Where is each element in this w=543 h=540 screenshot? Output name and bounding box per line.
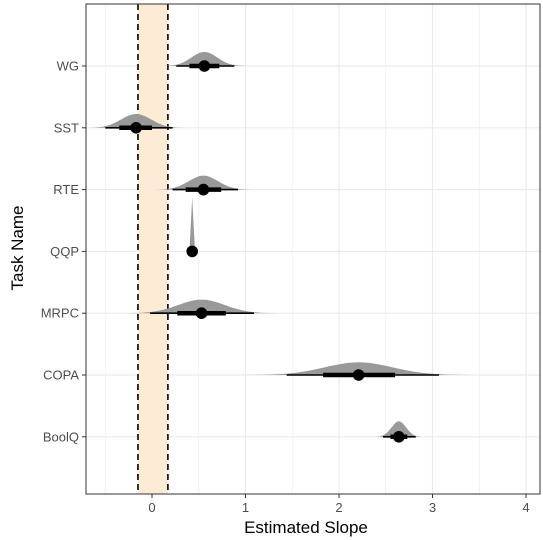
density-sst <box>88 114 184 128</box>
density-mrpc <box>127 299 276 314</box>
y-tick-label-boolq: BoolQ <box>43 429 79 444</box>
x-tick-label: 0 <box>148 500 155 515</box>
panel-border <box>85 3 541 495</box>
y-tick-label-mrpc: MRPC <box>41 306 79 321</box>
y-tick-label-wg: WG <box>57 59 79 74</box>
y-tick-label-qqp: QQP <box>50 244 79 259</box>
density-rte <box>156 175 250 190</box>
y-axis-title: Task Name <box>8 205 27 290</box>
axes: 0 1 2 3 4 WG SST RTE QQP MRPC COPA BoolQ <box>41 3 541 515</box>
point-wg <box>198 60 211 72</box>
plot-area <box>86 4 540 494</box>
point-sst <box>130 122 142 134</box>
y-tick-label-rte: RTE <box>53 182 79 197</box>
density-copa <box>250 362 468 375</box>
point-mrpc <box>195 307 208 320</box>
x-tick-label: 2 <box>335 500 342 515</box>
point-rte <box>197 183 210 196</box>
point-boolq <box>393 431 405 443</box>
reference-band <box>137 4 168 494</box>
y-tick-label-sst: SST <box>54 120 79 135</box>
x-tick-label: 4 <box>522 500 529 515</box>
density-qqp <box>189 197 196 252</box>
y-tick-label-copa: COPA <box>43 368 79 383</box>
point-qqp <box>186 245 199 258</box>
x-axis-title: Estimated Slope <box>244 518 368 537</box>
x-tick-label: 1 <box>242 500 249 515</box>
point-copa <box>352 369 365 381</box>
density-wg <box>163 51 246 66</box>
x-tick-label: 3 <box>429 500 436 515</box>
density-boolq <box>375 421 423 437</box>
